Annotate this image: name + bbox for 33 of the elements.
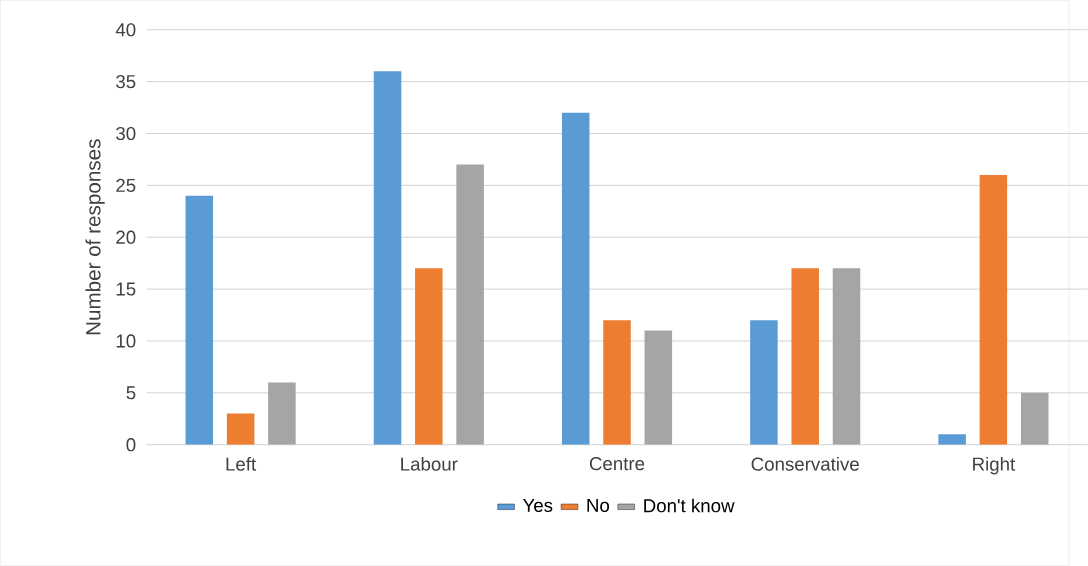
bar <box>832 268 861 445</box>
y-tick-label: 20 <box>116 230 136 244</box>
bar <box>185 195 214 445</box>
x-tick-label: Conservative <box>751 457 859 471</box>
bar <box>979 175 1008 445</box>
bar <box>750 320 778 445</box>
y-tick-label: 15 <box>116 282 136 296</box>
bar <box>415 268 443 445</box>
bar <box>791 268 819 445</box>
x-tick-label: Centre <box>589 457 645 471</box>
legend-label: Don't know <box>644 498 735 513</box>
bar <box>268 382 296 445</box>
bar <box>603 320 631 445</box>
legend-label: No <box>587 499 610 513</box>
bar <box>1020 392 1049 445</box>
y-tick-label: 5 <box>126 386 136 400</box>
y-tick-label: 30 <box>116 126 136 141</box>
y-tick-label: 0 <box>126 438 136 452</box>
bar <box>226 413 255 445</box>
x-tick-label: Labour <box>401 457 458 471</box>
y-tick-label: 35 <box>116 75 136 89</box>
x-tick-label: Left <box>226 457 257 471</box>
bar <box>561 112 590 445</box>
bar <box>456 164 484 445</box>
y-tick-label: 25 <box>116 178 136 193</box>
bar <box>644 330 673 445</box>
legend-label: Yes <box>522 499 553 513</box>
y-axis-title: Number of responses <box>85 139 105 335</box>
y-tick-label: 40 <box>115 23 136 37</box>
bar <box>938 434 966 445</box>
bar <box>373 71 402 445</box>
x-tick-label: Right <box>973 457 1016 475</box>
y-tick-label: 10 <box>116 334 136 348</box>
